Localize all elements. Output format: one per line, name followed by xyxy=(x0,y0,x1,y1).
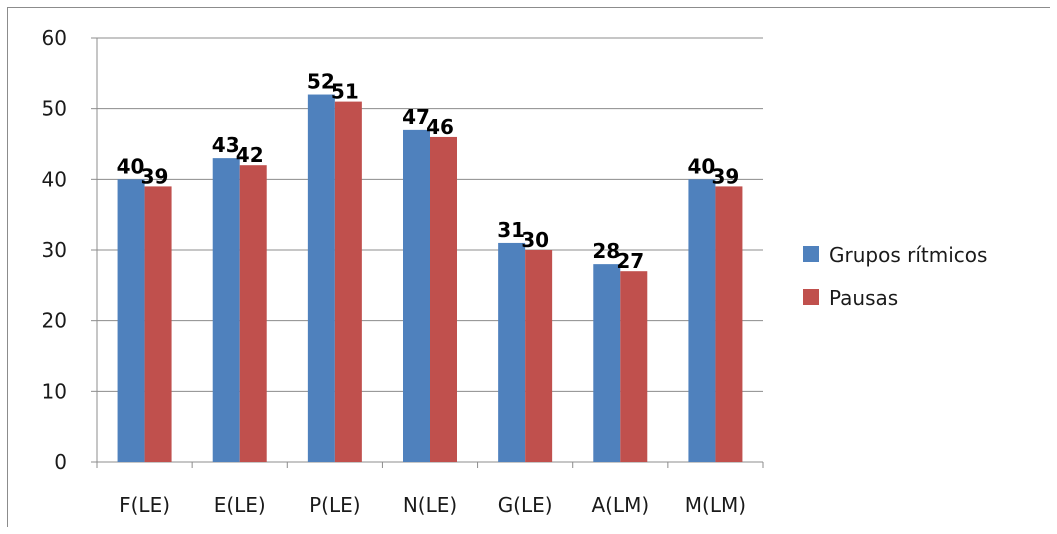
y-tick-label: 50 xyxy=(42,97,67,121)
bar-pausas xyxy=(239,165,267,462)
bar-grupos xyxy=(117,179,145,463)
data-label: 28 xyxy=(592,239,620,263)
bar-grupos xyxy=(593,264,621,462)
data-label: 43 xyxy=(212,133,240,157)
bar-pausas xyxy=(430,136,457,462)
legend-swatch xyxy=(803,246,819,262)
bar-pausas xyxy=(525,250,553,462)
y-tick-label: 30 xyxy=(42,238,67,262)
data-label: 46 xyxy=(426,115,454,139)
y-tick-label: 0 xyxy=(54,450,67,474)
legend-label: Pausas xyxy=(829,286,898,310)
x-tick-label: G(LE) xyxy=(498,493,553,517)
bar-grupos xyxy=(307,94,335,463)
x-tick-label: F(LE) xyxy=(119,493,170,517)
bar-grupos xyxy=(403,129,430,462)
bar-pausas xyxy=(715,186,743,462)
chart-frame xyxy=(7,7,1050,527)
data-label: 39 xyxy=(141,164,169,188)
y-tick-label: 10 xyxy=(42,379,67,403)
bar-pausas xyxy=(620,271,648,462)
data-label: 39 xyxy=(712,164,740,188)
x-tick-label: N(LE) xyxy=(403,493,457,517)
bar-pausas xyxy=(144,186,172,462)
data-label: 40 xyxy=(688,154,716,178)
y-tick-label: 60 xyxy=(42,26,67,50)
y-tick-label: 40 xyxy=(42,167,67,191)
data-label: 30 xyxy=(521,228,549,252)
bar-grupos xyxy=(212,158,240,462)
data-label: 42 xyxy=(236,143,264,167)
data-label: 40 xyxy=(117,154,145,178)
data-label: 47 xyxy=(402,105,430,129)
data-label: 27 xyxy=(616,249,644,273)
legend-swatch xyxy=(803,289,819,305)
data-label: 31 xyxy=(497,218,525,242)
data-label: 51 xyxy=(331,80,359,104)
bar-grupos xyxy=(498,242,526,462)
x-tick-label: E(LE) xyxy=(214,493,266,517)
legend-label: Grupos rítmicos xyxy=(829,243,987,267)
data-label: 52 xyxy=(307,70,335,94)
x-tick-label: P(LE) xyxy=(309,493,360,517)
bar-pausas xyxy=(334,101,362,462)
x-tick-label: M(LM) xyxy=(685,493,746,517)
x-tick-label: A(LM) xyxy=(591,493,649,517)
y-tick-label: 20 xyxy=(42,309,67,333)
bar-grupos xyxy=(688,179,716,463)
